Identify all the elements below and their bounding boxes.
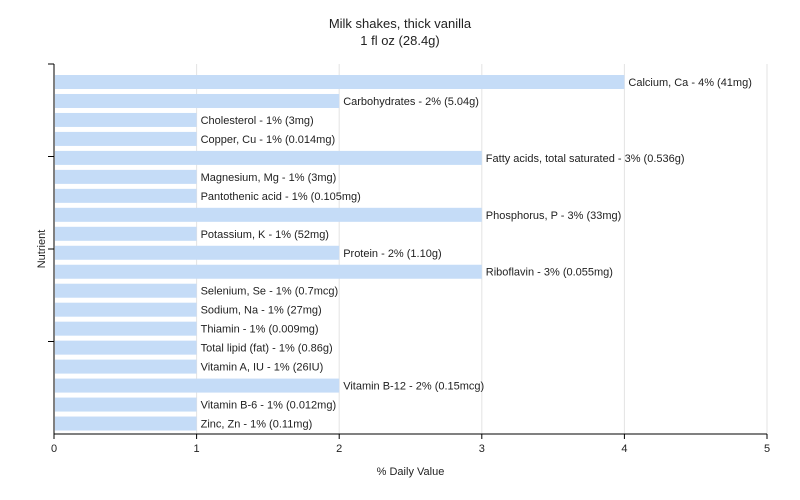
bar [55,302,197,317]
x-tick-label: 4 [621,443,627,455]
data-label: Phosphorus, P - 3% (33mg) [486,210,622,222]
bar [55,321,197,336]
bar [55,416,197,431]
data-label: Pantothenic acid - 1% (0.105mg) [201,191,361,203]
data-label: Fatty acids, total saturated - 3% (0.536… [486,153,685,165]
bar [55,169,197,184]
data-label: Zinc, Zn - 1% (0.11mg) [201,419,313,431]
data-label: Carbohydrates - 2% (5.04g) [343,96,479,108]
x-tick-label: 3 [479,443,485,455]
axes: 0 1 2 3 4 5 [48,63,770,455]
bar [55,283,197,298]
x-tick-label: 0 [51,443,57,455]
bar [55,75,625,89]
bar [55,245,340,260]
data-label: Selenium, Se - 1% (0.7mcg) [201,286,339,298]
x-tick-label: 1 [194,443,200,455]
bar [55,188,197,203]
bar [55,112,197,127]
data-label: Calcium, Ca - 4% (41mg) [628,77,751,89]
data-label: Magnesium, Mg - 1% (3mg) [201,172,337,184]
data-label: Total lipid (fat) - 1% (0.86g) [201,343,333,355]
bar [55,359,197,374]
data-label: Protein - 2% (1.10g) [343,248,441,260]
data-label: Riboflavin - 3% (0.055mg) [486,267,613,279]
x-tick-label: 2 [336,443,342,455]
data-label: Vitamin B-12 - 2% (0.15mcg) [343,381,484,393]
bars [55,75,625,431]
data-label: Sodium, Na - 1% (27mg) [201,305,322,317]
x-tick-label: 5 [764,443,770,455]
data-label: Cholesterol - 1% (3mg) [201,115,314,127]
data-label: Vitamin A, IU - 1% (26IU) [201,362,324,374]
chart-subtitle: 1 fl oz (28.4g) [360,33,440,48]
y-axis-label: Nutrient [36,229,48,269]
data-label: Vitamin B-6 - 1% (0.012mg) [201,400,337,412]
bar [55,340,197,355]
bar [55,93,340,108]
bar [55,378,340,393]
chart-title: Milk shakes, thick vanilla [328,16,472,31]
bar [55,226,197,241]
bar [55,397,197,412]
bar [55,264,482,279]
bar [55,131,197,146]
data-labels: Calcium, Ca - 4% (41mg) Carbohydrates - 2… [201,77,752,431]
bar [55,207,482,222]
data-label: Copper, Cu - 1% (0.014mg) [201,134,336,146]
x-axis-label: % Daily Value [376,466,445,478]
data-label: Potassium, K - 1% (52mg) [201,229,329,241]
bar [55,150,482,165]
data-label: Thiamin - 1% (0.009mg) [201,324,319,336]
